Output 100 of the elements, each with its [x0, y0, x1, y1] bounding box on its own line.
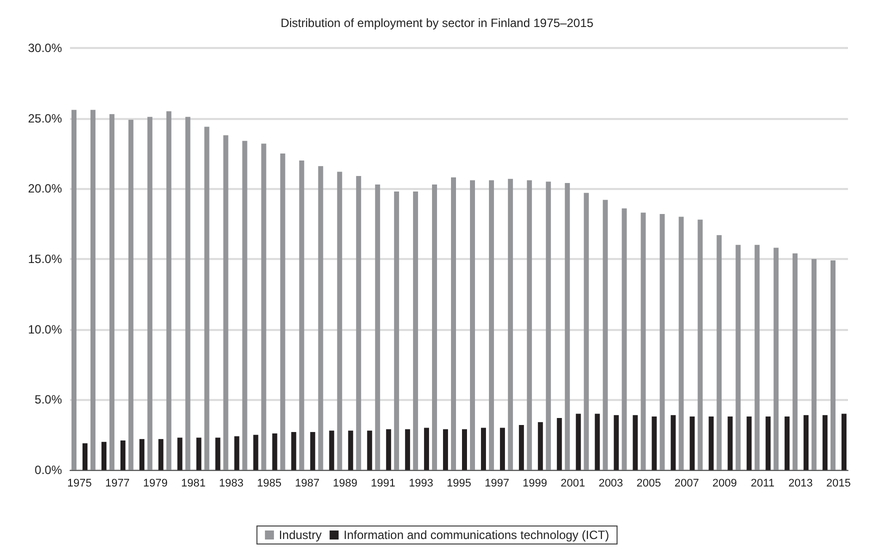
bar — [792, 253, 798, 470]
bar — [386, 429, 392, 470]
bar — [584, 192, 589, 470]
x-tick-label: 1985 — [257, 478, 282, 490]
bar — [71, 110, 76, 470]
x-tick-label: 1981 — [181, 478, 206, 490]
x-tick-label: 2007 — [674, 478, 699, 490]
bar — [405, 429, 410, 470]
bar — [196, 438, 202, 470]
x-tick-label: 1995 — [446, 478, 472, 490]
bar — [480, 428, 486, 470]
x-tick-label: 2005 — [636, 478, 661, 490]
bar — [147, 116, 152, 470]
bar — [329, 430, 334, 470]
bar — [215, 438, 220, 470]
chart-title: Distribution of employment by sector in Finland 1975–2015 — [280, 16, 594, 30]
bar — [109, 114, 114, 470]
bar — [602, 200, 608, 470]
bar — [204, 126, 210, 470]
bar — [766, 416, 771, 470]
bar — [500, 428, 505, 470]
bar — [842, 414, 847, 470]
bar — [177, 438, 182, 470]
x-tick-label: 2009 — [712, 478, 737, 490]
bar — [678, 216, 684, 470]
bar — [348, 430, 354, 470]
bar — [234, 436, 240, 470]
bar — [746, 416, 752, 470]
x-tick-label: 2013 — [788, 478, 813, 490]
bar — [451, 177, 456, 470]
bar — [318, 166, 324, 470]
bar — [394, 191, 400, 470]
y-tick-label: 15.0% — [28, 252, 62, 266]
bar — [337, 172, 342, 470]
legend-label: Information and communications technology (ICT) — [344, 528, 610, 542]
bar — [280, 154, 286, 470]
bar — [640, 212, 646, 470]
bar — [622, 208, 627, 470]
bar — [424, 428, 430, 470]
bar — [185, 116, 190, 470]
legend-label: Industry — [278, 528, 322, 542]
bar — [564, 183, 570, 470]
x-tick-label: 1989 — [332, 478, 358, 490]
bar — [546, 182, 551, 470]
bar — [432, 184, 438, 470]
bar — [101, 442, 106, 470]
bar — [736, 244, 741, 470]
bar — [784, 416, 790, 470]
y-tick-label: 0.0% — [34, 463, 62, 477]
bar — [632, 415, 638, 470]
bar — [272, 433, 278, 470]
bar — [443, 429, 448, 470]
x-tick-label: 1993 — [408, 478, 434, 490]
x-tick-label: 1975 — [67, 478, 92, 490]
bar — [413, 191, 418, 470]
bar — [576, 414, 581, 470]
y-tick-label: 25.0% — [28, 111, 62, 126]
x-tick-label: 1977 — [105, 478, 130, 490]
bar — [812, 259, 817, 470]
x-tick-label: 1987 — [294, 478, 320, 490]
bar — [774, 248, 779, 470]
bar — [488, 180, 494, 470]
x-tick-label: 1991 — [370, 478, 396, 490]
x-tick-label: 2001 — [560, 478, 586, 490]
x-tick-label: 1999 — [522, 478, 548, 490]
bar — [310, 432, 316, 470]
bar — [128, 120, 134, 470]
bar — [698, 220, 703, 470]
bar — [518, 424, 524, 470]
bar — [253, 434, 258, 470]
bar — [158, 439, 164, 470]
bar — [261, 144, 266, 470]
bar — [291, 432, 296, 470]
bar — [508, 178, 513, 470]
x-tick-label: 1997 — [484, 478, 510, 490]
y-tick-label: 30.0% — [28, 41, 62, 55]
bar — [299, 160, 304, 470]
bar — [728, 416, 733, 470]
bar — [462, 429, 467, 470]
bar — [652, 416, 657, 470]
bar — [139, 439, 144, 470]
x-tick-label: 2015 — [826, 478, 851, 490]
x-tick-label: 2003 — [598, 478, 624, 490]
bar — [538, 422, 543, 470]
bar — [367, 430, 372, 470]
bar — [614, 415, 619, 470]
y-tick-label: 20.0% — [28, 182, 62, 196]
bar — [830, 260, 836, 470]
x-tick-label: 2011 — [750, 478, 774, 490]
bar — [242, 140, 248, 470]
bar — [804, 415, 809, 470]
bar — [594, 414, 600, 470]
bar — [166, 111, 172, 470]
bar — [822, 415, 828, 470]
bar — [670, 415, 676, 470]
bar — [556, 418, 562, 470]
bar — [223, 135, 228, 470]
y-tick-label: 5.0% — [34, 392, 62, 407]
bar — [120, 440, 126, 470]
x-tick-label: 1979 — [143, 478, 168, 490]
